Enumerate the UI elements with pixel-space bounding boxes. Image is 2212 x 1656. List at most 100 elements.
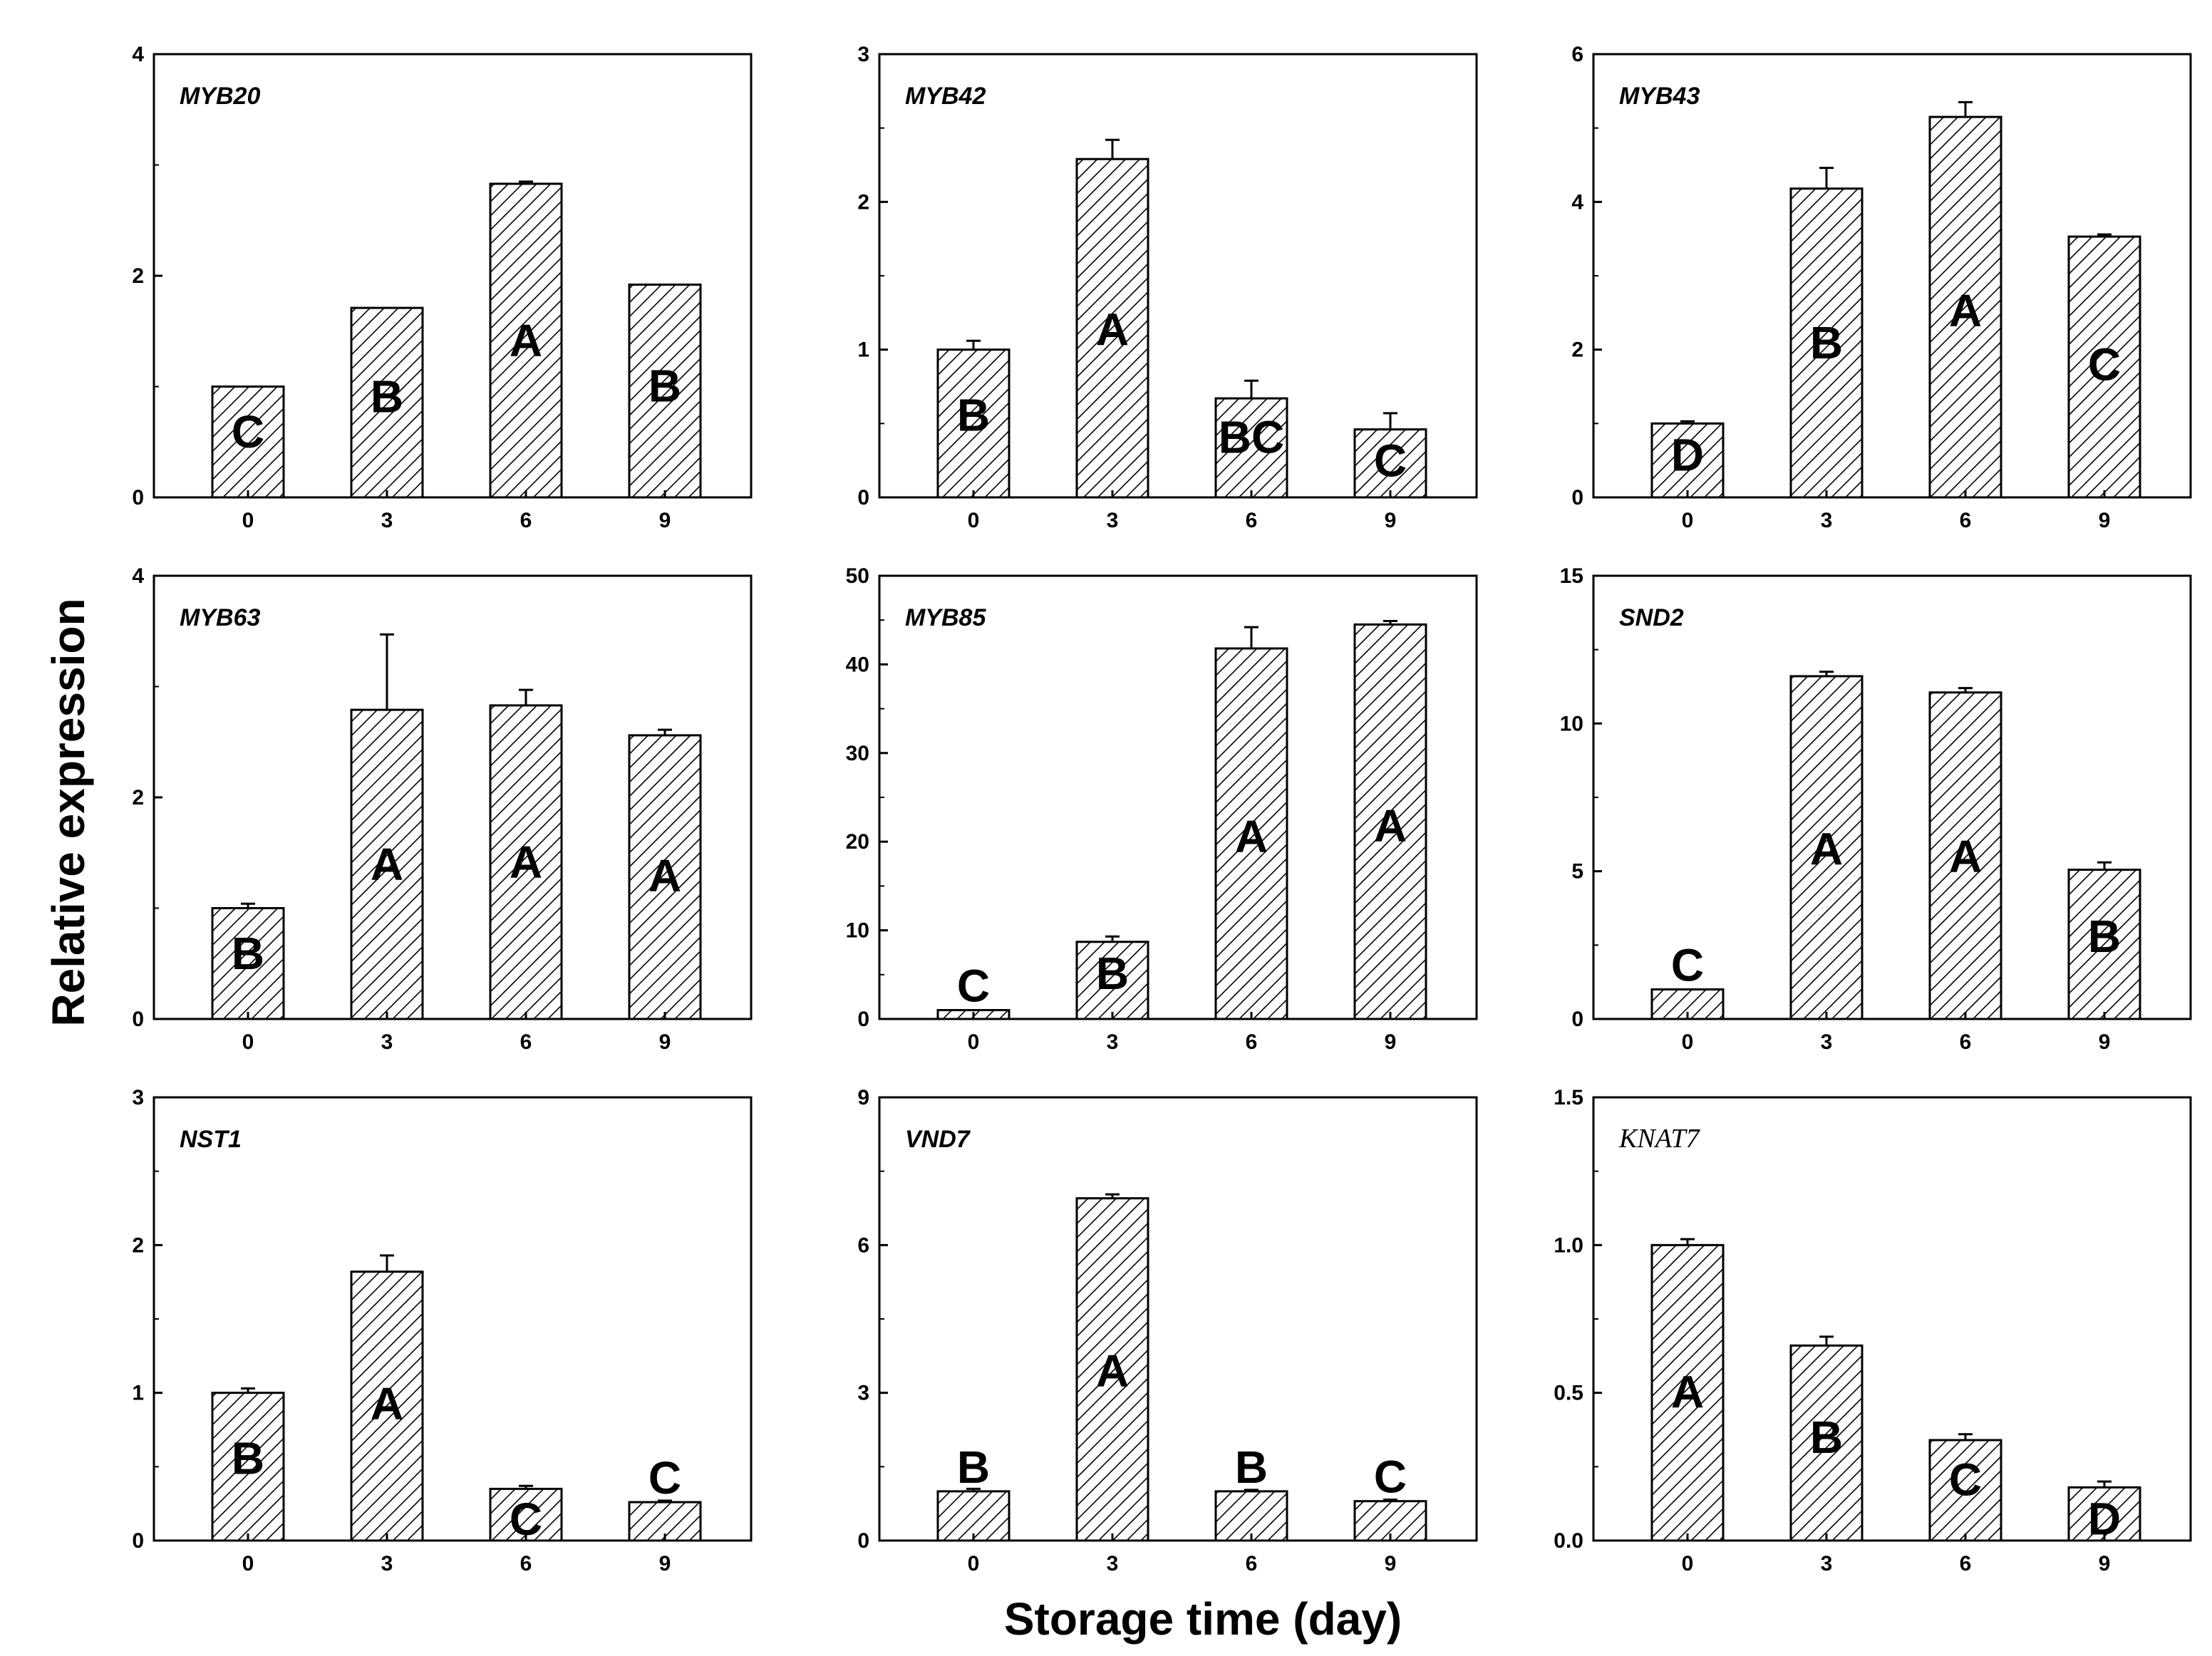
x-tick-label: 9	[659, 1552, 671, 1575]
gene-title: MYB43	[1619, 83, 1700, 110]
chart-panel-myb85: 0 10 20 30 40 50 MYB85 0 C 3 B 6 A 9 A	[846, 564, 1478, 1054]
x-tick-label: 6	[1960, 1552, 1972, 1575]
y-tick-label: 6	[1571, 43, 1583, 66]
significance-letter: B	[371, 371, 403, 422]
significance-letter: A	[371, 1378, 403, 1429]
y-tick-label: 2	[132, 264, 144, 288]
significance-letter: C	[1949, 1454, 1982, 1506]
significance-letter: A	[1671, 1366, 1704, 1417]
x-tick-label: 0	[242, 1030, 254, 1054]
chart-panel-snd2: 0 5 10 15 SND2 0 C 3 A 6 A 9 B	[1560, 564, 2192, 1054]
gene-title: SND2	[1619, 604, 1684, 631]
y-tick-label: 4	[132, 43, 144, 66]
x-tick-label: 9	[2099, 509, 2111, 532]
significance-letter: A	[1235, 811, 1268, 862]
x-tick-label: 0	[242, 509, 254, 532]
x-tick-label: 3	[381, 1030, 393, 1054]
significance-letter: C	[648, 1452, 681, 1504]
y-tick-label: 10	[846, 919, 869, 943]
x-tick-label: 6	[1246, 1030, 1258, 1054]
x-tick-label: 6	[520, 1030, 532, 1054]
significance-letter: B	[648, 361, 681, 412]
y-tick-label: 5	[1571, 860, 1583, 884]
significance-letter: B	[957, 1442, 990, 1493]
x-tick-label: 0	[968, 1030, 980, 1054]
x-tick-label: 3	[1107, 509, 1119, 532]
significance-letter: A	[510, 315, 542, 366]
y-tick-label: 3	[857, 1382, 869, 1405]
bar	[1075, 1197, 1149, 1542]
significance-letter: B	[1810, 317, 1843, 368]
significance-letter: C	[957, 961, 990, 1012]
x-tick-label: 3	[381, 509, 393, 532]
y-tick-label: 40	[846, 653, 869, 676]
y-tick-label: 4	[1571, 190, 1583, 214]
y-tick-label: 1.5	[1554, 1086, 1583, 1109]
bar	[1928, 115, 2002, 499]
y-tick-label: 9	[857, 1086, 869, 1109]
gene-title: MYB63	[180, 604, 260, 631]
significance-letter: C	[232, 406, 264, 457]
significance-letter: A	[1949, 285, 1982, 336]
x-tick-label: 0	[1682, 509, 1694, 532]
y-tick-label: 4	[132, 564, 144, 588]
significance-letter: B	[1810, 1412, 1843, 1463]
y-tick-label: 3	[857, 43, 869, 66]
x-tick-label: 9	[659, 1030, 671, 1054]
chart-panel-myb43: 0 2 4 6 MYB43 0 D 3 B 6 A 9 C	[1571, 43, 2192, 532]
x-tick-label: 0	[242, 1552, 254, 1575]
significance-letter: C	[1374, 1451, 1407, 1503]
chart-panel-myb63: 0 2 4 MYB63 0 B 3 A 6 A 9 A	[132, 564, 753, 1054]
x-axis-title: Storage time (day)	[1004, 1593, 1402, 1645]
x-tick-label: 3	[381, 1552, 393, 1575]
y-tick-label: 0	[857, 1529, 869, 1553]
y-tick-label: 1	[132, 1382, 144, 1405]
significance-letter: A	[1374, 800, 1407, 852]
y-tick-label: 0	[132, 486, 144, 509]
significance-letter: A	[1949, 831, 1982, 882]
y-axis-title: Relative expression	[43, 598, 94, 1026]
y-tick-label: 6	[857, 1233, 869, 1257]
bar	[489, 1487, 563, 1542]
x-tick-label: 9	[659, 509, 671, 532]
y-tick-label: 2	[1571, 338, 1583, 362]
chart-panel-myb42: 0 1 2 3 MYB42 0 B 3 A 6 BC 9 C	[857, 43, 1478, 532]
y-tick-label: 0	[132, 1529, 144, 1553]
significance-letter: C	[2088, 338, 2121, 390]
x-tick-label: 0	[1682, 1030, 1694, 1054]
gene-title: NST1	[180, 1126, 242, 1153]
y-tick-label: 20	[846, 830, 869, 854]
gene-title: VND7	[905, 1126, 971, 1153]
significance-letter: D	[2088, 1493, 2121, 1544]
chart-panel-knat7: 0.0 0.5 1.0 1.5 KNAT7 0 A 3 B 6 C 9 D	[1554, 1086, 2192, 1575]
x-tick-label: 6	[1960, 509, 1972, 532]
x-tick-label: 0	[968, 1552, 980, 1575]
x-tick-label: 3	[1107, 1030, 1119, 1054]
significance-letter: B	[1235, 1442, 1268, 1493]
y-tick-label: 0.0	[1554, 1529, 1583, 1553]
y-tick-label: 0	[857, 1008, 869, 1031]
x-tick-label: 3	[1821, 1030, 1833, 1054]
significance-letter: A	[510, 837, 542, 888]
x-tick-label: 6	[520, 509, 532, 532]
chart-panel-myb20: 0 2 4 MYB20 0 C 3 B 6 A 9 B	[132, 43, 753, 532]
x-tick-label: 9	[1385, 509, 1397, 532]
bar	[1928, 691, 2002, 1020]
significance-letter: C	[1671, 940, 1704, 991]
significance-letter: B	[957, 390, 990, 441]
panels: 024MYB200C3B6A9B0123MYB420B3A6BC9C0246MY…	[132, 43, 2192, 1575]
y-tick-label: 2	[132, 1233, 144, 1257]
gene-title: MYB42	[905, 83, 986, 110]
bar	[1789, 1344, 1864, 1542]
x-tick-label: 0	[968, 509, 980, 532]
x-tick-label: 3	[1821, 1552, 1833, 1575]
significance-letter: D	[1671, 429, 1704, 480]
y-tick-label: 3	[132, 1086, 144, 1109]
gene-title: KNAT7	[1618, 1124, 1701, 1154]
significance-letter: A	[1096, 304, 1129, 355]
bar	[1650, 422, 1725, 499]
bar	[936, 1490, 1011, 1542]
y-tick-label: 1	[857, 338, 869, 362]
bar	[1214, 1490, 1288, 1542]
